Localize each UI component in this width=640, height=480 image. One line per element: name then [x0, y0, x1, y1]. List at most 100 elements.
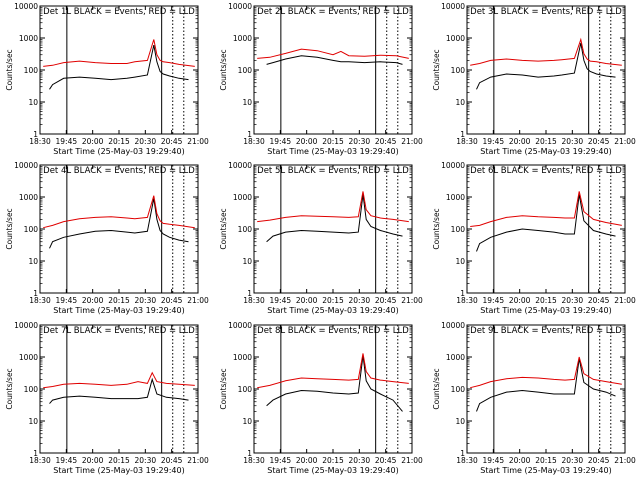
- y-tick-label: 100: [24, 225, 39, 234]
- x-tick-label: 19:45: [270, 296, 292, 305]
- series-line-events: [266, 355, 403, 412]
- x-tick-label: 20:30: [349, 456, 371, 465]
- chart-title: Det 1L BLACK = Events, RED = LLD: [43, 7, 195, 17]
- x-tick-label: 20:30: [135, 456, 157, 465]
- x-tick-label: 21:00: [187, 137, 209, 146]
- y-tick-label: 1000: [233, 34, 252, 43]
- x-tick-label: 19:45: [56, 137, 78, 146]
- series-line-lld: [43, 39, 195, 67]
- y-tick-label: 1: [33, 449, 38, 458]
- y-tick-label: 1000: [446, 34, 465, 43]
- y-tick-label: 1: [460, 130, 465, 139]
- series-line-events: [49, 198, 189, 249]
- x-tick-label: 21:00: [401, 296, 423, 305]
- y-tick-label: 10: [455, 257, 465, 266]
- plot-frame: [466, 5, 626, 135]
- y-tick-label: 100: [451, 385, 466, 394]
- chart-panel-2: Det 2L BLACK = Events, RED = LLD 1 10 100 10…: [219, 2, 423, 156]
- x-tick-label: 20:45: [588, 137, 610, 146]
- y-tick-label: 10: [242, 98, 252, 107]
- y-tick-label: 10000: [14, 321, 38, 330]
- series-line-events: [476, 358, 616, 412]
- series-line-events: [266, 194, 403, 243]
- y-axis-label: Counts/sec: [219, 208, 228, 249]
- y-tick-label: 100: [238, 66, 253, 75]
- y-axis-label: Counts/sec: [432, 49, 441, 90]
- series-line-lld: [470, 37, 622, 66]
- y-tick-label: 10000: [441, 321, 465, 330]
- series-line-events: [49, 44, 189, 90]
- x-tick-label: 21:00: [614, 456, 636, 465]
- chart-title: Det 6L BLACK = Events, RED = LLD: [470, 166, 622, 176]
- x-tick-label: 21:00: [614, 137, 636, 146]
- x-axis-label: Start Time (25-May-03 19:29:40): [267, 466, 398, 475]
- x-tick-label: 20:30: [562, 456, 584, 465]
- x-axis-label: Start Time (25-May-03 19:29:40): [267, 147, 398, 156]
- x-tick-label: 20:45: [588, 296, 610, 305]
- plot-frame: [253, 164, 413, 294]
- y-tick-label: 1000: [19, 34, 38, 43]
- x-tick-label: 19:45: [483, 456, 505, 465]
- x-tick-label: 20:30: [135, 296, 157, 305]
- x-tick-label: 19:45: [270, 137, 292, 146]
- y-axis-label: Counts/sec: [432, 208, 441, 249]
- y-tick-label: 10000: [228, 161, 252, 170]
- x-axis-label: Start Time (25-May-03 19:29:40): [53, 147, 184, 156]
- plot-frame: [39, 164, 199, 294]
- y-tick-label: 10: [455, 98, 465, 107]
- plot-frame: [466, 164, 626, 294]
- x-tick-label: 20:00: [509, 456, 531, 465]
- x-tick-label: 20:45: [588, 456, 610, 465]
- x-tick-label: 20:45: [161, 137, 183, 146]
- x-axis-label: Start Time (25-May-03 19:29:40): [53, 466, 184, 475]
- plot-frame: [253, 324, 413, 454]
- chart-title: Det 3L BLACK = Events, RED = LLD: [470, 7, 622, 17]
- x-tick-label: 18:30: [456, 456, 478, 465]
- series-line-events: [476, 42, 616, 90]
- x-axis-label: Start Time (25-May-03 19:29:40): [53, 306, 184, 315]
- y-tick-label: 10: [28, 417, 38, 426]
- y-tick-label: 10: [28, 98, 38, 107]
- chart-panel-3: Det 3L BLACK = Events, RED = LLD 1 10 100 10…: [432, 2, 636, 156]
- x-tick-label: 20:15: [322, 456, 344, 465]
- x-tick-label: 20:00: [82, 296, 104, 305]
- x-axis-label: Start Time (25-May-03 19:29:40): [267, 306, 398, 315]
- x-tick-label: 20:30: [349, 137, 371, 146]
- x-tick-label: 20:45: [375, 137, 397, 146]
- y-tick-label: 1: [33, 289, 38, 298]
- series-line-lld: [470, 356, 622, 389]
- x-tick-label: 21:00: [187, 296, 209, 305]
- x-tick-label: 18:30: [29, 296, 51, 305]
- chart-title: Det 9L BLACK = Events, RED = LLD: [470, 326, 622, 336]
- y-tick-label: 10000: [441, 161, 465, 170]
- y-tick-label: 1: [247, 130, 252, 139]
- plot-frame: [466, 324, 626, 454]
- series-line-lld: [257, 191, 409, 223]
- y-tick-label: 10: [28, 257, 38, 266]
- y-axis-label: Counts/sec: [219, 368, 228, 409]
- y-tick-label: 10000: [441, 2, 465, 11]
- chart-title: Det 4L BLACK = Events, RED = LLD: [43, 166, 195, 176]
- chart-panel-7: Det 7L BLACK = Events, RED = LLD 1 10 100 10…: [5, 321, 209, 475]
- y-tick-label: 100: [24, 66, 39, 75]
- x-tick-label: 20:00: [509, 296, 531, 305]
- series-line-lld: [43, 195, 195, 229]
- y-tick-label: 100: [24, 385, 39, 394]
- y-tick-label: 1000: [233, 193, 252, 202]
- x-tick-label: 18:30: [29, 137, 51, 146]
- y-tick-label: 10000: [228, 321, 252, 330]
- y-axis-label: Counts/sec: [5, 368, 14, 409]
- chart-panel-4: Det 4L BLACK = Events, RED = LLD 1 10 100 10…: [5, 161, 209, 315]
- x-tick-label: 20:00: [296, 137, 318, 146]
- x-tick-label: 18:30: [456, 296, 478, 305]
- y-axis-label: Counts/sec: [5, 49, 14, 90]
- x-axis-label: Start Time (25-May-03 19:29:40): [480, 466, 611, 475]
- x-tick-label: 19:45: [270, 456, 292, 465]
- y-tick-label: 10000: [14, 2, 38, 11]
- y-tick-label: 1: [247, 289, 252, 298]
- series-line-events: [266, 55, 403, 65]
- x-tick-label: 20:15: [535, 296, 557, 305]
- x-tick-label: 20:45: [161, 456, 183, 465]
- x-tick-label: 20:00: [82, 137, 104, 146]
- chart-panel-5: Det 5L BLACK = Events, RED = LLD 1 10 100 10…: [219, 161, 423, 315]
